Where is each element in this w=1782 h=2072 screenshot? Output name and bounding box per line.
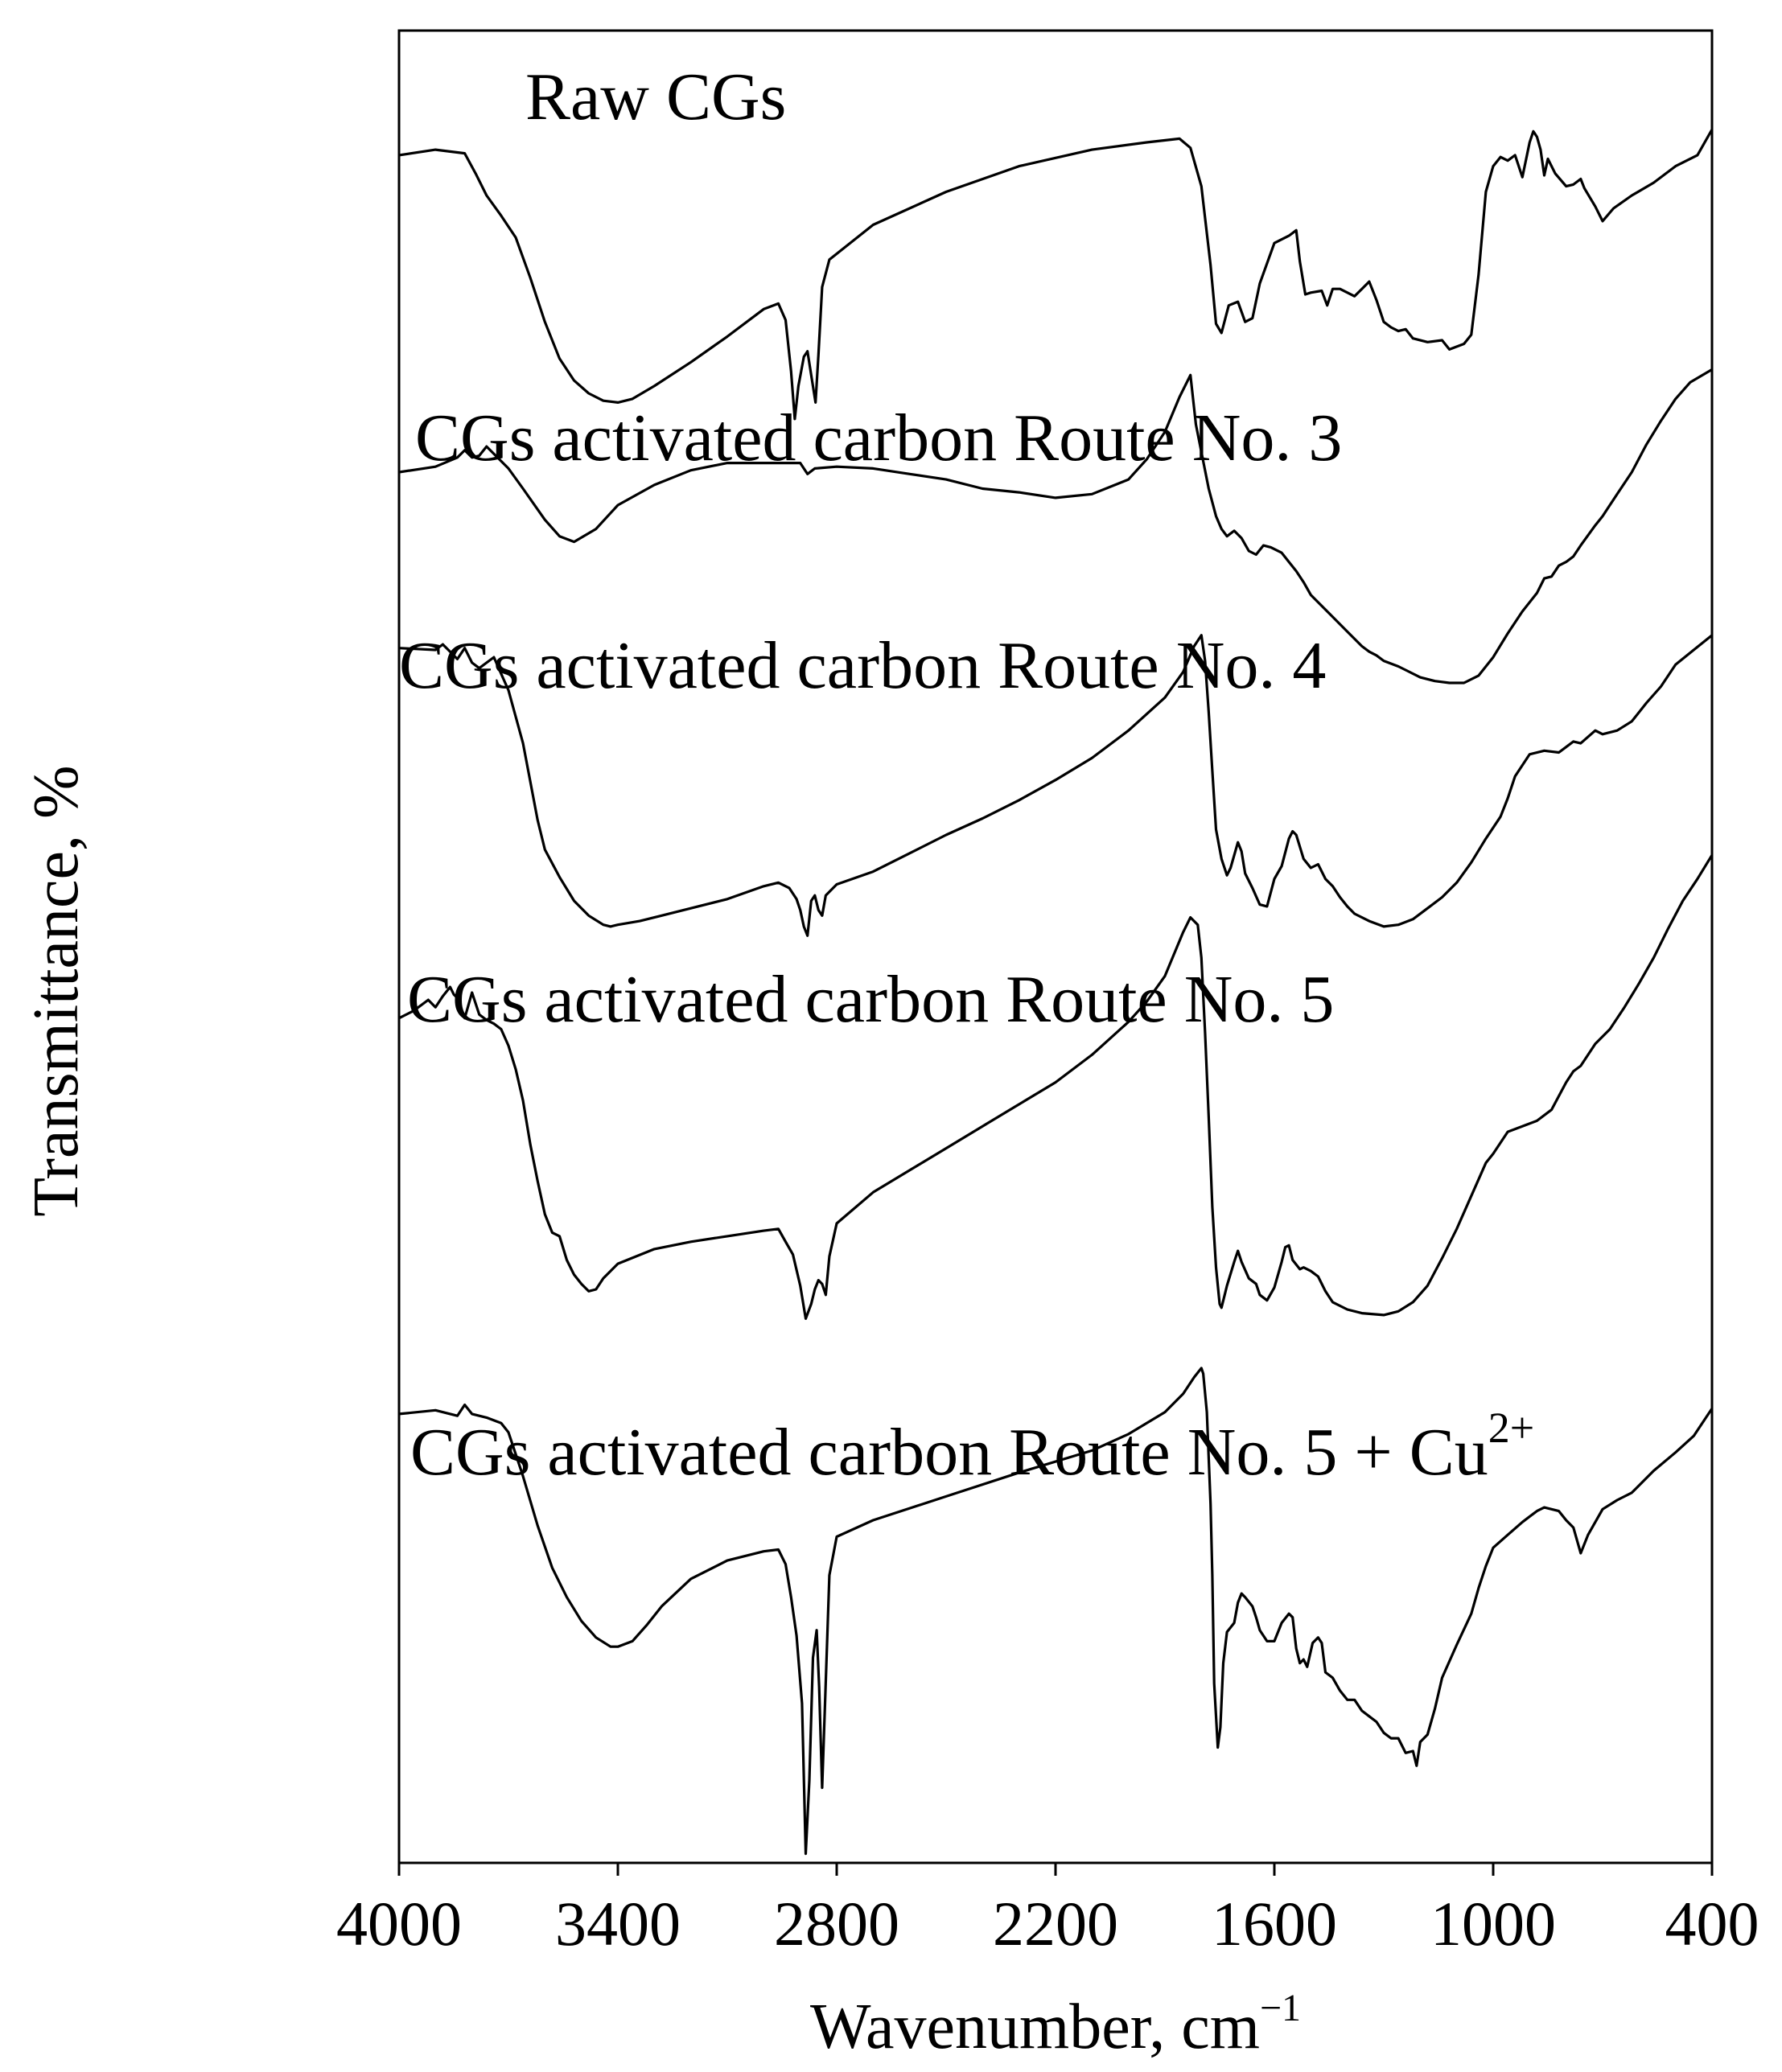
x-ticks: 4000 3400 2800 2200 1600 1000 400 <box>336 1863 1759 1959</box>
series-line-3 <box>398 634 1714 937</box>
series-label-3: CGs activated carbon Route No. 4 <box>399 628 1326 703</box>
series-label-superscript: 2+ <box>1488 1404 1534 1452</box>
x-axis-label-unit-superscript: −1 <box>1260 1987 1301 2029</box>
series-label-4: CGs activated carbon Route No. 5 <box>407 962 1334 1037</box>
x-tick-label-3400: 3400 <box>555 1889 681 1959</box>
series-label-2: CGs activated carbon Route No. 3 <box>415 401 1342 475</box>
x-tick-label-4000: 4000 <box>336 1889 462 1959</box>
series-label-5: CGs activated carbon Route No. 5 + Cu2+ <box>410 1404 1534 1490</box>
series-group: Raw CGs CGs activated carbon Route No. 3 C… <box>398 60 1714 1856</box>
x-axis-label: Wavenumber, cm−1 <box>810 1987 1301 2062</box>
series-label-1: Raw CGs <box>525 60 786 134</box>
y-axis-label: Transmittance, % <box>21 765 92 1216</box>
series-line-5 <box>398 1367 1714 1856</box>
x-tick-label-1000: 1000 <box>1430 1889 1556 1959</box>
x-tick-label-1600: 1600 <box>1212 1889 1337 1959</box>
series-line-1 <box>398 129 1714 421</box>
series-line-4 <box>398 854 1714 1320</box>
series-line-2 <box>398 368 1713 684</box>
x-tick-label-2200: 2200 <box>993 1889 1118 1959</box>
plot-frame <box>397 29 1714 1864</box>
x-tick-label-400: 400 <box>1665 1889 1759 1959</box>
x-tick-label-2800: 2800 <box>774 1889 899 1959</box>
